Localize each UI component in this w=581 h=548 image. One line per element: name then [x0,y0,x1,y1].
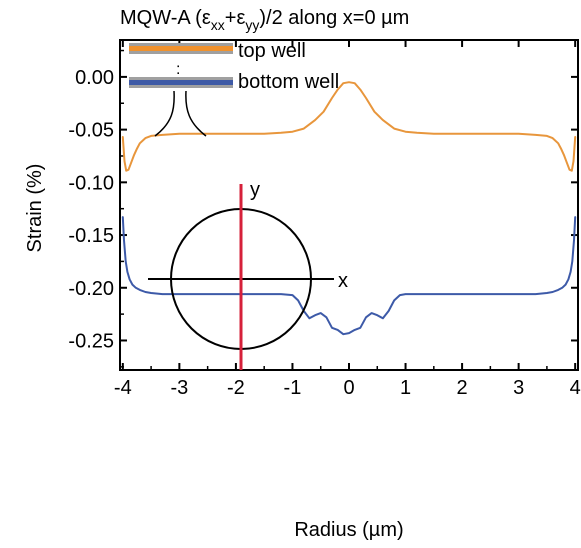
title-sub-yy: yy [245,17,259,33]
inset-schematic: x y [148,179,348,370]
legend: top well : bottom well [129,40,339,137]
x-tick-label: -3 [170,377,188,399]
legend-flare-left [154,90,175,137]
y-tick-label: -0.20 [68,278,114,300]
x-tick-label: -2 [227,377,245,399]
series-line-bottom-well [121,216,577,336]
legend-top-core [129,46,233,51]
series-line-top-well [121,81,577,172]
y-tick-label: -0.10 [68,172,114,194]
y-tick-label: -0.15 [68,225,114,247]
x-tick-label: 4 [570,377,581,399]
y-axis-label: Strain (%) [24,164,46,253]
x-tick-label: 1 [400,377,411,399]
legend-swatch-top-well [129,43,233,54]
x-axis-label: Radius (µm) [294,519,403,541]
x-tick-label: 3 [513,377,524,399]
series-lines [121,81,577,336]
legend-label-top-well: top well [238,40,306,62]
x-tick-label: -4 [114,377,132,399]
axis-ticks [120,40,578,370]
legend-flare-right [185,90,207,137]
x-tick-label: 2 [457,377,468,399]
x-tick-label: 0 [343,377,354,399]
legend-label-bottom-well: bottom well [238,71,339,93]
inset-y-label: y [250,179,260,201]
inset-x-label: x [338,270,348,292]
y-tick-label: -0.25 [68,330,114,352]
legend-bottom-core [129,80,233,85]
y-tick-label: 0.00 [75,67,114,89]
x-tick-label: -1 [284,377,302,399]
plot-frame [119,39,579,371]
title-suffix: )/2 along x=0 µm [259,7,409,29]
axis-tick-labels: -4 -3 -2 -1 0 1 2 3 4 0.00 -0.05 -0.10 -0.15 -0.20 -0.… [68,67,580,399]
title-sub-xx: xx [211,17,225,33]
title-prefix: MQW-A (ε [120,7,211,29]
chart-title: MQW-A (εxx+εyy)/2 along x=0 µm [120,7,409,33]
title-mid: +ε [225,7,246,29]
legend-swatch-bottom-well [129,77,233,88]
legend-dots: : [176,61,180,78]
y-tick-label: -0.05 [68,120,114,142]
